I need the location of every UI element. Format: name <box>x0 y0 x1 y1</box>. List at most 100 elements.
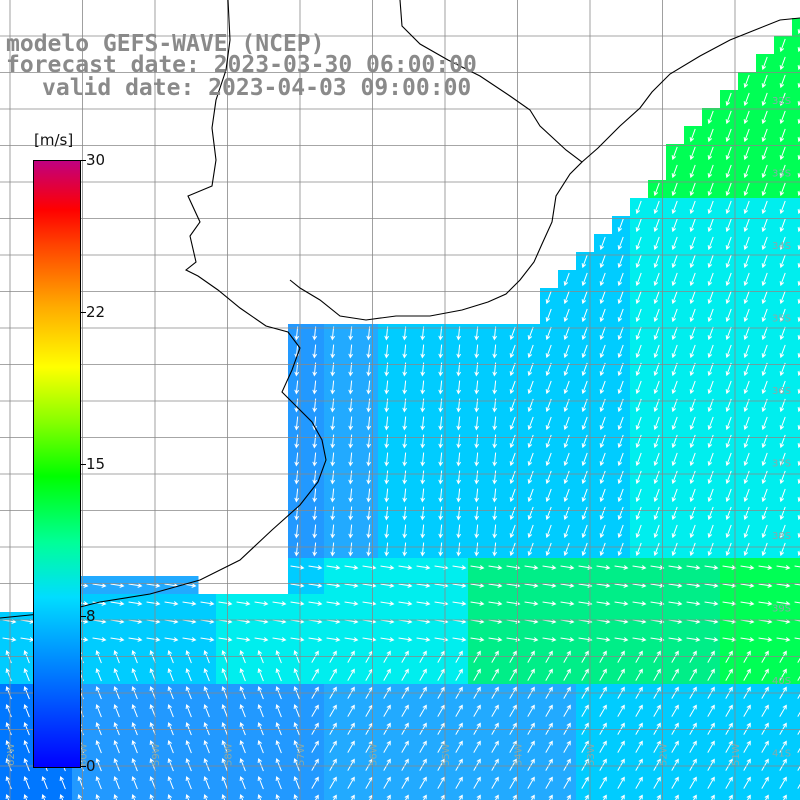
wind-arrow <box>474 380 480 395</box>
wind-arrow <box>563 380 570 395</box>
wind-arrow <box>707 758 715 771</box>
wind-arrow <box>599 326 606 341</box>
wind-arrow <box>398 637 413 642</box>
wind-arrow <box>671 740 679 753</box>
wind-arrow <box>671 452 678 467</box>
wind-arrow <box>456 434 462 449</box>
wind-arrow <box>95 649 102 664</box>
wind-arrow <box>5 757 12 772</box>
wind-arrow <box>452 637 467 642</box>
wind-arrow <box>329 758 337 771</box>
wind-arrow <box>671 254 678 269</box>
wind-arrow <box>689 434 696 449</box>
wind-arrow <box>491 668 499 681</box>
wind-arrow <box>671 704 679 717</box>
wind-arrow <box>384 434 390 449</box>
wind-arrow <box>725 668 733 681</box>
wind-arrow <box>456 524 462 539</box>
wind-arrow <box>599 506 606 521</box>
lon-label: 56W <box>369 743 380 766</box>
wind-arrow <box>308 601 323 606</box>
wind-arrow <box>596 601 611 606</box>
wind-arrow <box>350 794 355 800</box>
wind-arrow <box>689 416 696 431</box>
wind-arrow <box>707 110 714 125</box>
wind-arrow <box>545 506 552 521</box>
field-cell <box>396 792 415 800</box>
wind-arrow <box>420 452 426 467</box>
wind-arrow <box>599 542 606 557</box>
wind-arrow <box>5 703 12 718</box>
wind-arrow <box>761 380 768 395</box>
wind-arrow <box>653 272 660 287</box>
wind-arrow <box>456 470 462 485</box>
wind-arrow <box>347 668 355 681</box>
wind-arrow <box>545 722 553 735</box>
wind-arrow <box>492 380 498 395</box>
wind-arrow <box>635 290 642 305</box>
wind-arrow <box>653 452 660 467</box>
wind-arrow <box>509 758 517 771</box>
wind-arrow <box>149 739 156 754</box>
wind-arrow <box>366 344 372 359</box>
wind-arrow <box>779 326 786 341</box>
wind-arrow <box>470 637 485 642</box>
wind-arrow <box>474 344 480 359</box>
wind-arrow <box>474 452 480 467</box>
wind-arrow <box>438 380 444 395</box>
wind-arrow <box>671 668 679 681</box>
wind-arrow <box>761 218 768 233</box>
wind-arrow <box>617 416 624 431</box>
wind-arrow <box>149 757 156 772</box>
wind-arrow <box>239 721 246 736</box>
wind-arrow <box>218 601 233 606</box>
wind-arrow <box>743 110 750 125</box>
wind-arrow <box>779 236 786 251</box>
wind-arrow <box>671 434 678 449</box>
wind-arrow <box>581 290 588 305</box>
wind-arrow <box>149 721 156 736</box>
wind-arrow <box>671 182 678 197</box>
lon-label: 60W <box>79 743 90 766</box>
colorbar-unit: [m/s] <box>34 131 74 149</box>
wind-arrow <box>488 637 503 642</box>
wind-arrow <box>527 722 535 735</box>
wind-arrow <box>599 236 606 251</box>
wind-arrow <box>671 758 679 771</box>
wind-arrow <box>617 362 624 377</box>
wind-arrow <box>692 794 697 800</box>
wind-arrow <box>560 601 575 606</box>
wind-arrow <box>275 721 282 736</box>
wind-arrow <box>420 506 426 521</box>
wind-arrow <box>275 649 282 664</box>
wind-arrow <box>671 380 678 395</box>
wind-arrow <box>653 470 660 485</box>
wind-arrow <box>347 650 355 663</box>
wind-arrow <box>23 703 30 718</box>
wind-arrow <box>476 794 481 800</box>
wind-arrow <box>599 668 607 681</box>
wind-arrow <box>362 601 377 606</box>
wind-arrow <box>779 92 786 107</box>
wind-arrow <box>347 722 355 735</box>
wind-arrow <box>492 506 498 521</box>
wind-arrow <box>311 668 319 681</box>
wind-arrow <box>416 565 431 570</box>
wind-arrow <box>92 637 107 642</box>
model-title: modelo GEFS-WAVE (NCEP) <box>6 31 325 57</box>
wind-arrow <box>384 542 390 557</box>
wind-arrow <box>761 524 768 539</box>
wind-arrow <box>545 470 552 485</box>
wind-arrow <box>326 601 341 606</box>
wind-arrow <box>5 775 12 790</box>
wind-arrow <box>128 583 143 588</box>
wind-arrow <box>743 74 750 89</box>
wind-arrow <box>653 254 660 269</box>
wind-arrow <box>95 721 102 736</box>
wind-arrow <box>722 583 737 588</box>
wind-arrow <box>294 380 300 395</box>
wind-arrow <box>95 739 102 754</box>
wind-arrow <box>308 583 323 588</box>
wind-arrow <box>581 470 588 485</box>
wind-arrow <box>474 524 480 539</box>
